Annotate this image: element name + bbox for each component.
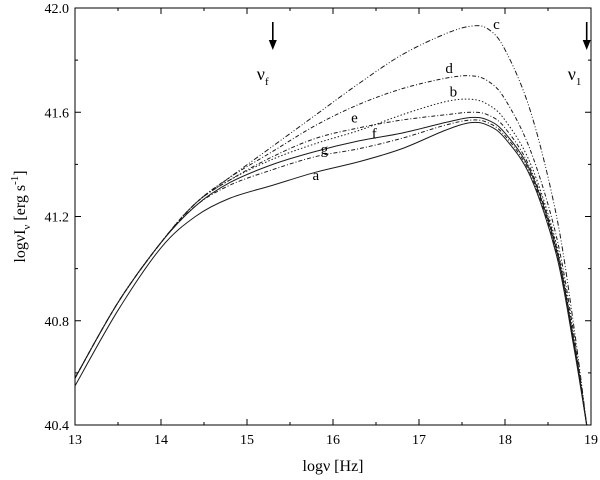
series-line-f [74,116,588,426]
x-tick-label: 16 [326,433,340,448]
y-axis-label-sub: ν [21,225,33,230]
arrow-down-icon [268,40,277,50]
plot-frame [74,7,592,426]
curves-layer [74,25,588,426]
y-axis-label-close: ] [12,170,29,175]
y-tick-label: 41.2 [45,211,70,226]
y-tick-label: 40.8 [45,315,70,330]
x-tick-label: 17 [412,433,426,448]
y-axis-label-main: logνI [12,230,29,263]
marker-f: νf [257,22,277,88]
curve-labels-layer: ag fe bd c [312,17,500,184]
y-axis-label: logνIν [erg s-1] [9,170,33,262]
y-axis-label-unit: [erg s [12,185,29,225]
marker-1: ν1 [568,22,591,88]
x-tick-label: 13 [68,433,82,448]
curve-label-b: b [450,85,458,101]
x-axis-label: logν [Hz] [303,458,364,475]
y-axis-label-exp: -1 [9,176,21,185]
curve-label-e: e [351,111,358,127]
frequency-markers-layer: νf ν1 [257,22,591,88]
x-tick-label: 19 [584,433,598,448]
svg-text:logνIν [erg s-1]: logνIν [erg s-1] [9,170,33,262]
curve-label-d: d [445,61,453,77]
x-tick-label: 15 [240,433,254,448]
arrow-down-icon [582,40,591,50]
series-line-e [74,111,588,426]
series-line-a [74,121,588,426]
curve-label-c: c [493,17,500,33]
x-tick-label: 18 [498,433,512,448]
series-line-c [74,25,588,426]
series-line-d [74,75,588,426]
y-tick-label: 42.0 [45,2,70,17]
y-tick-label: 40.4 [45,419,70,434]
marker-label: νf [257,64,269,88]
series-line-g [74,119,588,426]
curve-label-f: f [372,126,377,142]
series-line-b [74,98,588,426]
curve-label-g: g [321,142,329,158]
marker-label: ν1 [568,64,582,88]
curve-label-a: a [312,168,319,184]
x-tick-label: 14 [154,433,168,448]
axes-layer: 13 14 15 16 17 18 19 40.4 40.8 41.2 41.6 42.0 [45,2,599,448]
y-tick-label: 41.6 [45,106,70,121]
